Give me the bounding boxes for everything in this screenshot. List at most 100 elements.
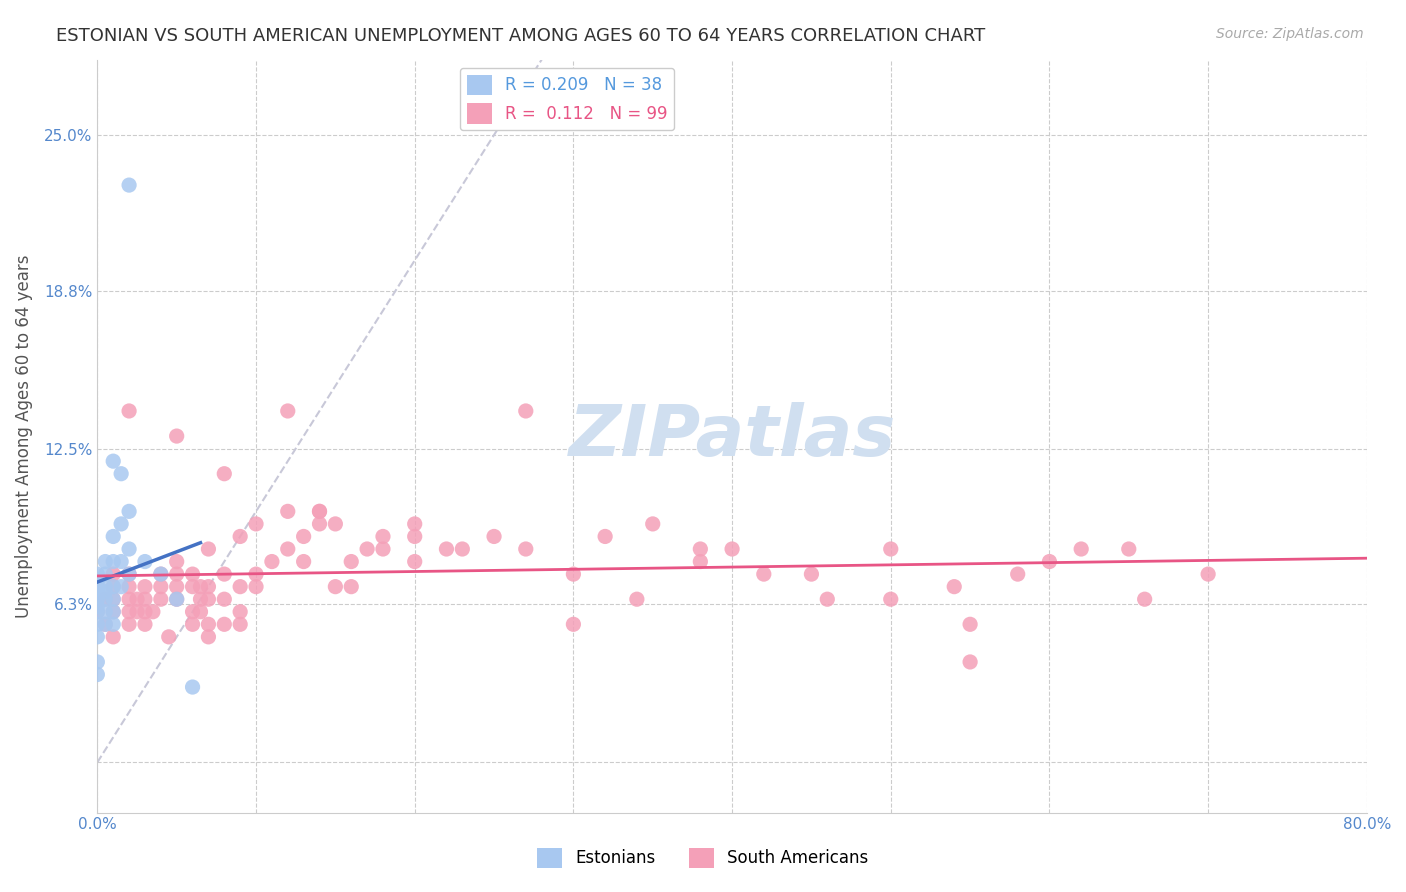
Point — [118, 178, 141, 192]
Point — [86, 655, 108, 669]
Point — [103, 529, 125, 543]
Point — [134, 605, 156, 619]
Point — [166, 555, 188, 569]
Point — [277, 404, 299, 418]
Point — [404, 516, 426, 531]
Point — [142, 605, 165, 619]
Point — [1197, 567, 1219, 582]
Point — [103, 605, 125, 619]
Point — [166, 567, 188, 582]
Point — [94, 567, 117, 582]
Point — [118, 567, 141, 582]
Y-axis label: Unemployment Among Ages 60 to 64 years: Unemployment Among Ages 60 to 64 years — [15, 254, 32, 618]
Point — [118, 541, 141, 556]
Point — [181, 605, 204, 619]
Point — [229, 529, 252, 543]
Point — [308, 516, 330, 531]
Point — [94, 592, 117, 607]
Point — [1007, 567, 1029, 582]
Point — [149, 580, 172, 594]
Point — [103, 592, 125, 607]
Point — [959, 655, 981, 669]
Point — [181, 680, 204, 694]
Point — [197, 592, 219, 607]
Point — [181, 617, 204, 632]
Point — [134, 617, 156, 632]
Point — [562, 617, 585, 632]
Point — [451, 541, 474, 556]
Point — [181, 567, 204, 582]
Point — [292, 555, 315, 569]
Point — [118, 605, 141, 619]
Point — [134, 580, 156, 594]
Point — [277, 541, 299, 556]
Point — [118, 404, 141, 418]
Point — [404, 555, 426, 569]
Point — [157, 630, 180, 644]
Point — [86, 599, 108, 614]
Point — [197, 541, 219, 556]
Point — [166, 429, 188, 443]
Point — [118, 580, 141, 594]
Point — [436, 541, 458, 556]
Point — [404, 529, 426, 543]
Point — [292, 529, 315, 543]
Point — [103, 580, 125, 594]
Point — [103, 454, 125, 468]
Point — [110, 580, 132, 594]
Point — [308, 504, 330, 518]
Point — [103, 567, 125, 582]
Point — [94, 605, 117, 619]
Point — [1070, 541, 1092, 556]
Point — [245, 516, 267, 531]
Point — [880, 592, 903, 607]
Point — [515, 404, 537, 418]
Point — [214, 567, 236, 582]
Point — [190, 592, 212, 607]
Point — [118, 617, 141, 632]
Point — [86, 667, 108, 681]
Point — [94, 617, 117, 632]
Point — [371, 529, 394, 543]
Point — [110, 467, 132, 481]
Point — [134, 592, 156, 607]
Point — [943, 580, 966, 594]
Point — [340, 580, 363, 594]
Point — [118, 567, 141, 582]
Point — [245, 567, 267, 582]
Point — [482, 529, 505, 543]
Text: ESTONIAN VS SOUTH AMERICAN UNEMPLOYMENT AMONG AGES 60 TO 64 YEARS CORRELATION CH: ESTONIAN VS SOUTH AMERICAN UNEMPLOYMENT … — [56, 27, 986, 45]
Point — [197, 617, 219, 632]
Point — [103, 592, 125, 607]
Point — [214, 617, 236, 632]
Point — [245, 580, 267, 594]
Point — [562, 567, 585, 582]
Point — [880, 541, 903, 556]
Point — [340, 555, 363, 569]
Point — [149, 567, 172, 582]
Point — [752, 567, 775, 582]
Point — [308, 504, 330, 518]
Point — [689, 555, 711, 569]
Point — [371, 541, 394, 556]
Point — [86, 605, 108, 619]
Text: Source: ZipAtlas.com: Source: ZipAtlas.com — [1216, 27, 1364, 41]
Point — [197, 580, 219, 594]
Point — [94, 555, 117, 569]
Point — [118, 592, 141, 607]
Point — [110, 516, 132, 531]
Point — [125, 605, 148, 619]
Point — [103, 580, 125, 594]
Point — [277, 504, 299, 518]
Point — [94, 580, 117, 594]
Point — [260, 555, 283, 569]
Point — [125, 592, 148, 607]
Point — [325, 580, 347, 594]
Point — [181, 580, 204, 594]
Point — [149, 567, 172, 582]
Point — [815, 592, 838, 607]
Point — [86, 617, 108, 632]
Point — [166, 592, 188, 607]
Point — [1038, 555, 1060, 569]
Point — [86, 580, 108, 594]
